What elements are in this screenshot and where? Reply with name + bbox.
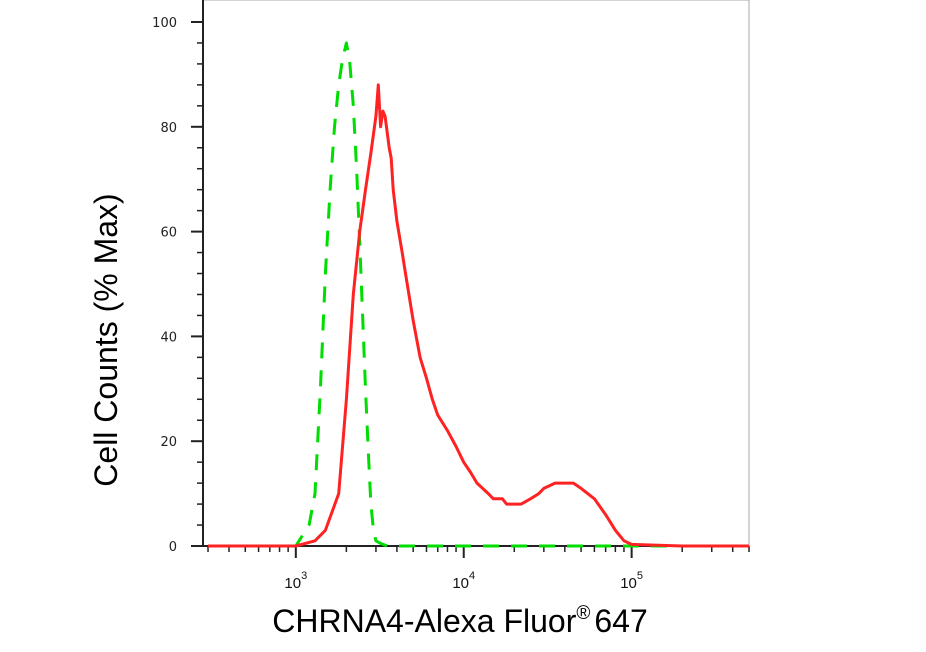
x-tick-exponent: 4 [469,570,475,582]
x-tick-exponent: 3 [301,570,307,582]
y-tick-label: 0 [169,540,177,555]
x-tick-label: 103 [284,570,307,592]
x-axis-title: CHRNA4-Alexa Fluor® 647 [272,603,647,639]
y-tick-label: 100 [152,16,177,31]
x-axis-title-main: CHRNA4-Alexa Fluor [272,603,576,639]
plot-frame [202,0,750,547]
x-ticks: 103 104 105 [207,546,750,592]
series-layer [208,41,749,548]
x-tick-exponent: 5 [637,570,643,582]
x-tick-label: 104 [452,570,475,592]
y-ticks: 0 20 40 60 80 100 [152,16,203,555]
x-tick-base: 10 [452,575,469,592]
y-tick-label: 60 [160,226,177,241]
x-tick-label: 105 [620,570,643,592]
x-tick-base: 10 [284,575,301,592]
y-tick-label: 80 [160,121,177,136]
series-line-sample [208,83,749,548]
series-line-control [208,41,749,548]
y-axis-title: Cell Counts (% Max) [88,193,124,486]
x-axis-title-suffix: 647 [594,603,647,639]
y-tick-label: 40 [160,330,177,345]
x-tick-base: 10 [620,575,637,592]
x-axis-title-registered-mark: ® [576,603,590,624]
y-tick-label: 20 [160,435,177,450]
